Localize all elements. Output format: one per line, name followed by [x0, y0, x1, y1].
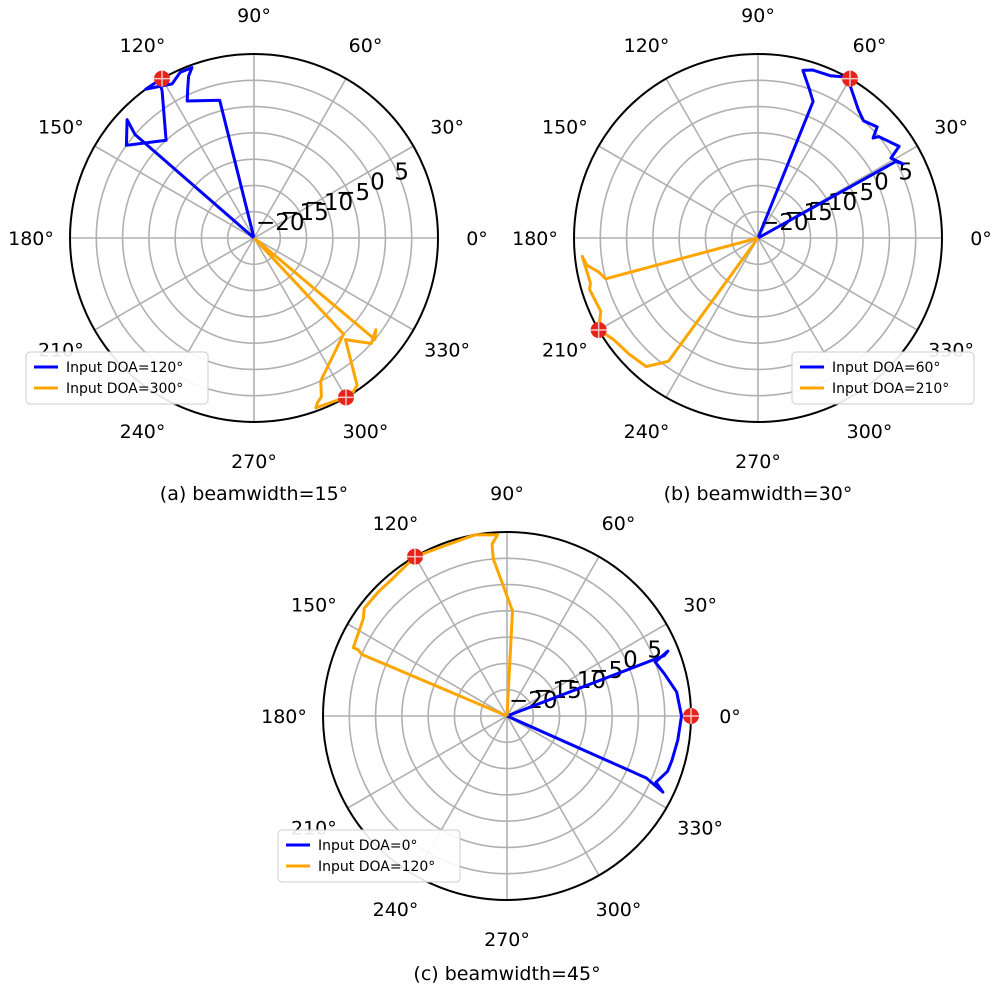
angular-gridline — [253, 145, 414, 239]
angle-tick-label: 120° — [120, 35, 166, 57]
angular-gridline — [94, 145, 255, 239]
angular-gridline — [253, 237, 347, 398]
legend-entry-label: Input DOA=300° — [66, 381, 183, 397]
series-line — [756, 68, 905, 240]
legend-entry-label: Input DOA=210° — [832, 381, 949, 397]
angle-tick-label: 120° — [624, 35, 670, 57]
angle-tick-label: 240° — [373, 899, 419, 921]
target-marker — [590, 322, 607, 338]
legend: Input DOA=0° Input DOA=120° — [277, 829, 461, 883]
angle-tick-label: 330° — [677, 818, 723, 840]
chart-caption: (c) beamwidth=45° — [413, 963, 600, 985]
series-line — [506, 649, 683, 794]
angular-gridline — [414, 556, 508, 717]
radial-tick-label: −10 — [809, 190, 858, 216]
series-line — [351, 533, 514, 718]
angular-gridline — [94, 237, 255, 331]
target-marker — [154, 70, 170, 87]
angle-tick-label: 240° — [120, 421, 166, 443]
target-marker — [842, 70, 858, 87]
angular-gridline — [253, 78, 347, 239]
radial-tick-label: −10 — [305, 190, 354, 216]
angular-gridline — [347, 715, 508, 809]
polar-grid — [70, 54, 438, 422]
angle-tick-label: 180° — [261, 706, 307, 728]
angle-tick-label: 0° — [970, 228, 992, 250]
radial-tick-label: 0 — [370, 170, 385, 196]
angle-tick-label: 300° — [847, 421, 893, 443]
angle-tick-label: 0° — [719, 706, 741, 728]
angle-tick-label: 240° — [624, 421, 670, 443]
legend-entry-label: Input DOA=0° — [318, 838, 417, 854]
angle-tick-label: 90° — [237, 5, 271, 27]
radial-tick-label: −5 — [336, 180, 370, 206]
chart-caption: (b) beamwidth=30° — [664, 483, 853, 505]
angular-gridline — [598, 237, 759, 331]
radial-tick-label: 0 — [874, 170, 889, 196]
polar-chart-b: 0°30°60°90°120°150°180°210°240°270°300°3… — [512, 5, 992, 505]
angle-tick-label: 90° — [741, 5, 775, 27]
angle-tick-label: 30° — [934, 117, 968, 139]
target-marker — [683, 708, 699, 724]
legend-box — [277, 829, 461, 883]
angle-tick-label: 210° — [542, 340, 588, 362]
angle-tick-label: 270° — [231, 451, 277, 473]
series-line — [580, 236, 760, 369]
polar-chart-a: 0°30°60°90°120°150°180°210°240°270°300°3… — [8, 5, 488, 505]
angle-tick-label: 0° — [466, 228, 488, 250]
target-marker — [407, 548, 423, 565]
angle-tick-label: 60° — [349, 35, 383, 57]
series-line — [124, 66, 256, 240]
angle-tick-label: 150° — [542, 117, 588, 139]
target-marker — [338, 389, 354, 406]
radial-tick-label: −5 — [589, 658, 623, 684]
radial-tick-label: −15 — [280, 200, 329, 226]
polar-frame — [573, 53, 943, 423]
chart-caption: (a) beamwidth=15° — [160, 483, 348, 505]
radial-tick-label: −20 — [256, 210, 305, 236]
angle-tick-label: 300° — [596, 899, 642, 921]
angle-tick-label: 300° — [343, 421, 389, 443]
legend-entry-label: Input DOA=120° — [318, 859, 435, 875]
angle-tick-label: 270° — [484, 929, 530, 951]
legend-entry-label: Input DOA=60° — [832, 360, 940, 376]
angular-gridline — [665, 78, 759, 239]
angular-gridline — [253, 237, 414, 331]
angle-tick-label: 150° — [38, 117, 84, 139]
angle-tick-label: 60° — [602, 513, 636, 535]
angle-tick-label: 90° — [490, 483, 524, 505]
radial-tick-label: −15 — [784, 200, 833, 226]
legend-entry-label: Input DOA=120° — [66, 360, 183, 376]
angle-tick-label: 30° — [430, 117, 464, 139]
angle-tick-label: 180° — [8, 228, 54, 250]
polar-frame — [69, 53, 439, 423]
angular-gridline — [506, 623, 667, 717]
angular-gridline — [506, 715, 600, 876]
angular-gridline — [161, 78, 255, 239]
radial-tick-label: 5 — [394, 160, 409, 186]
polar-grid — [323, 532, 691, 900]
angular-gridline — [757, 237, 918, 331]
radial-tick-label: 5 — [898, 160, 913, 186]
angle-tick-label: 270° — [735, 451, 781, 473]
polar-grid — [574, 54, 942, 422]
polar-chart-c: 0°30°60°90°120°150°180°210°240°270°300°3… — [261, 483, 741, 985]
angle-tick-label: 180° — [512, 228, 558, 250]
angle-tick-label: 330° — [424, 340, 470, 362]
angle-tick-label: 120° — [373, 513, 419, 535]
angle-tick-label: 30° — [683, 595, 717, 617]
legend: Input DOA=60° Input DOA=210° — [791, 351, 975, 405]
angular-gridline — [598, 145, 759, 239]
angle-tick-label: 150° — [291, 595, 337, 617]
angular-gridline — [506, 715, 667, 809]
angular-gridline — [347, 623, 508, 717]
angular-gridline — [757, 78, 851, 239]
legend: Input DOA=120° Input DOA=300° — [25, 351, 209, 405]
legend-box — [791, 351, 975, 405]
angle-tick-label: 60° — [853, 35, 887, 57]
angular-gridline — [506, 556, 600, 717]
angular-gridline — [665, 237, 759, 398]
legend-box — [25, 351, 209, 405]
